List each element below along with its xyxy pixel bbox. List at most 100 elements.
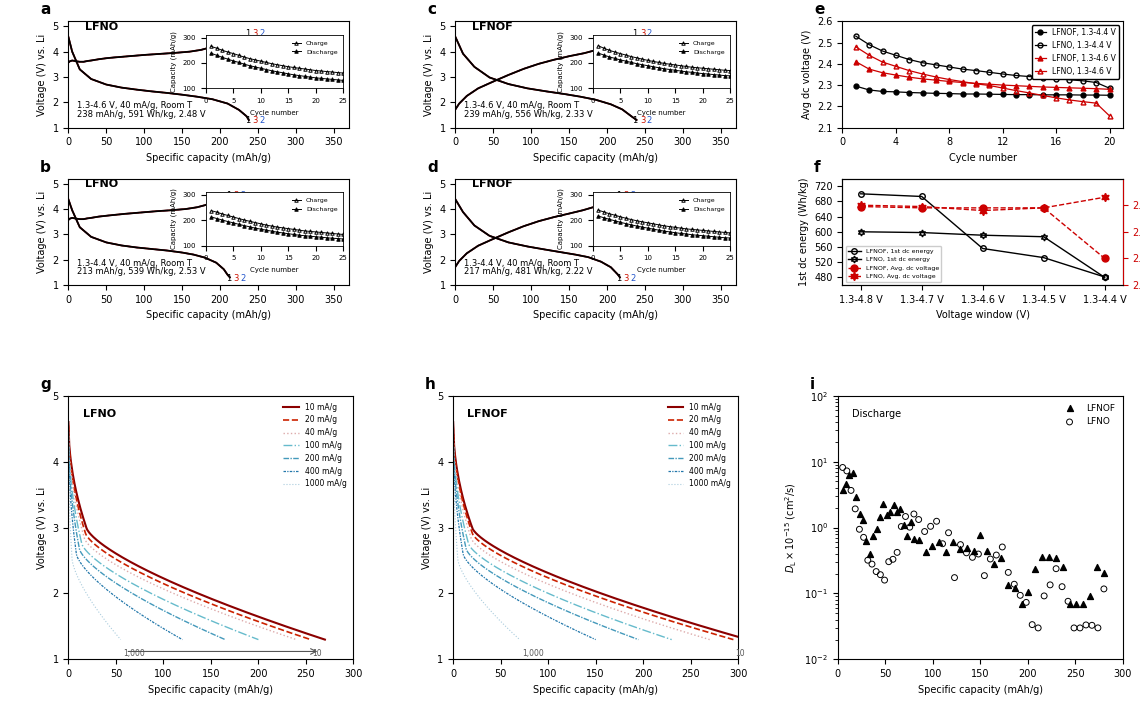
Text: 239 mAh/g, 556 Wh/kg, 2.33 V: 239 mAh/g, 556 Wh/kg, 2.33 V	[464, 110, 593, 119]
LFNO, Avg. dc voltage	[854, 201, 868, 209]
40 mA/g	[447, 448, 461, 457]
100 mA/g	[234, 628, 247, 637]
Line: 1000 mA/g: 1000 mA/g	[454, 442, 520, 640]
LFNOF, 1st dc energy	[1036, 253, 1050, 262]
LFNO, 1.3-4.6 V	[1076, 97, 1090, 106]
LFNOF, 1.3-4.4 V	[996, 90, 1010, 99]
Text: 3: 3	[624, 191, 628, 200]
LFNO, 1.3-4.4 V	[1023, 72, 1036, 81]
LFNO	[1077, 619, 1096, 630]
Text: 217 mAh/g, 481 Wh/kg, 2.22 V: 217 mAh/g, 481 Wh/kg, 2.22 V	[464, 267, 593, 277]
LFNOF	[891, 503, 910, 515]
Text: 1: 1	[226, 191, 231, 200]
Text: 2: 2	[259, 28, 264, 38]
Y-axis label: Voltage (V) vs. Li: Voltage (V) vs. Li	[424, 191, 434, 273]
LFNOF	[958, 542, 976, 554]
Line: 200 mA/g: 200 mA/g	[68, 435, 225, 640]
Y-axis label: Voltage (V) vs. Li: Voltage (V) vs. Li	[36, 33, 47, 116]
LFNO, 1.3-4.6 V	[1062, 96, 1076, 104]
Text: LFNOF: LFNOF	[472, 179, 513, 189]
LFNOF, 1st dc energy	[854, 189, 868, 198]
X-axis label: Specific capacity (mAh/g): Specific capacity (mAh/g)	[534, 685, 658, 695]
10 mA/g	[447, 418, 461, 426]
Text: 10: 10	[735, 649, 744, 658]
200 mA/g	[155, 605, 169, 614]
200 mA/g	[447, 431, 461, 440]
Line: LFNO, 1st dc energy: LFNO, 1st dc energy	[857, 228, 1108, 281]
LFNOF, 1.3-4.6 V	[1009, 82, 1023, 90]
LFNO, 1.3-4.4 V	[955, 65, 969, 73]
LFNOF	[857, 536, 876, 547]
LFNOF	[1005, 582, 1024, 593]
LFNO	[1094, 584, 1113, 595]
LFNOF	[898, 530, 917, 542]
Y-axis label: Voltage (V) vs. Li: Voltage (V) vs. Li	[36, 191, 47, 273]
LFNO, 1st dc energy	[976, 231, 990, 240]
LFNO	[1053, 581, 1072, 592]
LFNO	[987, 549, 1005, 561]
LFNO	[868, 566, 886, 577]
400 mA/g	[447, 459, 461, 468]
LFNOF, 1.3-4.4 V	[983, 90, 996, 99]
Line: LFNOF, Avg. dc voltage: LFNOF, Avg. dc voltage	[857, 203, 1108, 262]
LFNO	[863, 559, 881, 570]
1000 mA/g	[486, 609, 499, 618]
LFNOF	[905, 533, 923, 545]
Text: g: g	[40, 376, 50, 391]
LFNO	[846, 503, 864, 515]
LFNO, 1.3-4.6 V	[862, 51, 876, 60]
LFNO, 1.3-4.6 V	[876, 58, 889, 67]
Text: 3: 3	[234, 274, 238, 283]
LFNOF	[917, 546, 935, 557]
LFNOF, 1.3-4.4 V	[1036, 91, 1050, 99]
LFNO, 1.3-4.6 V	[929, 73, 943, 82]
Line: LFNOF, 1.3-4.6 V: LFNOF, 1.3-4.6 V	[854, 60, 1112, 91]
LFNOF	[837, 479, 855, 490]
LFNOF	[874, 498, 893, 510]
LFNO	[858, 554, 877, 566]
100 mA/g	[174, 603, 188, 612]
40 mA/g	[197, 602, 211, 610]
40 mA/g	[290, 635, 303, 644]
40 mA/g	[662, 623, 676, 632]
10 mA/g	[620, 598, 634, 607]
20 mA/g	[700, 627, 714, 636]
X-axis label: Specific capacity (mAh/g): Specific capacity (mAh/g)	[146, 153, 271, 163]
Text: Discharge: Discharge	[853, 409, 902, 419]
LFNOF, 1.3-4.6 V	[889, 71, 903, 79]
Text: 10: 10	[312, 649, 323, 658]
1000 mA/g	[92, 608, 106, 617]
LFNOF	[1040, 551, 1058, 562]
Text: LFNO: LFNO	[86, 22, 119, 32]
LFNO, 1.3-4.4 V	[1102, 84, 1116, 92]
Text: 3: 3	[640, 28, 645, 38]
LFNO, 1.3-4.4 V	[876, 47, 889, 55]
Text: i: i	[809, 376, 814, 391]
40 mA/g	[268, 628, 282, 637]
Line: 10 mA/g: 10 mA/g	[68, 422, 325, 640]
LFNO	[999, 566, 1017, 578]
LFNOF, 1.3-4.4 V	[849, 82, 863, 90]
1000 mA/g	[503, 625, 516, 634]
Text: 3: 3	[252, 28, 258, 38]
LFNOF, Avg. dc voltage	[1036, 203, 1050, 212]
40 mA/g	[196, 601, 210, 610]
LFNOF, 1.3-4.6 V	[915, 74, 929, 83]
Line: 400 mA/g: 400 mA/g	[68, 439, 182, 640]
LFNO, Avg. dc voltage	[1036, 203, 1050, 212]
LFNOF	[999, 579, 1017, 591]
LFNO, 1.3-4.4 V	[996, 69, 1010, 78]
Text: a: a	[40, 2, 50, 17]
200 mA/g	[154, 605, 168, 613]
400 mA/g	[62, 459, 75, 468]
LFNOF, 1.3-4.6 V	[849, 57, 863, 66]
Legend: LFNOF, LFNO: LFNOF, LFNO	[1057, 400, 1118, 430]
400 mA/g	[567, 625, 580, 633]
Y-axis label: Voltage (V) vs. Li: Voltage (V) vs. Li	[422, 486, 432, 569]
Text: 2: 2	[241, 191, 245, 200]
400 mA/g	[129, 607, 142, 615]
100 mA/g	[580, 605, 594, 613]
Text: 1,000: 1,000	[522, 649, 544, 658]
10 mA/g	[714, 627, 727, 636]
LFNO	[880, 556, 898, 567]
